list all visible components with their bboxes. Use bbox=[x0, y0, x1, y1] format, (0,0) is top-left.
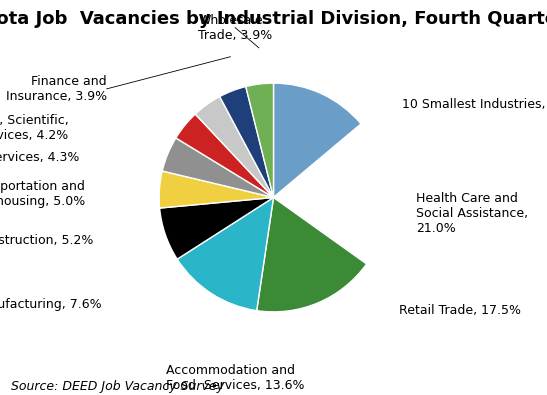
Wedge shape bbox=[159, 171, 274, 208]
Wedge shape bbox=[195, 96, 274, 198]
Text: Source: DEED Job Vacancy Survey: Source: DEED Job Vacancy Survey bbox=[11, 380, 224, 393]
Wedge shape bbox=[246, 83, 274, 198]
Text: Manufacturing, 7.6%: Manufacturing, 7.6% bbox=[0, 298, 101, 310]
Text: Accommodation and
Food  Services, 13.6%: Accommodation and Food Services, 13.6% bbox=[166, 365, 305, 392]
Wedge shape bbox=[257, 198, 366, 312]
Text: Retail Trade, 17.5%: Retail Trade, 17.5% bbox=[399, 304, 521, 316]
Text: Transportation and
Warehousing, 5.0%: Transportation and Warehousing, 5.0% bbox=[0, 180, 85, 207]
Wedge shape bbox=[220, 87, 274, 198]
Wedge shape bbox=[274, 83, 361, 198]
Text: Wholesale
Trade, 3.9%: Wholesale Trade, 3.9% bbox=[198, 14, 272, 41]
Wedge shape bbox=[274, 124, 388, 264]
Text: Construction, 5.2%: Construction, 5.2% bbox=[0, 235, 93, 247]
Wedge shape bbox=[176, 114, 274, 198]
Text: 10 Smallest Industries, 13.9%: 10 Smallest Industries, 13.9% bbox=[402, 98, 547, 111]
Text: Minnesota Job  Vacancies by Industrial Division, Fourth Quarter 2015: Minnesota Job Vacancies by Industrial Di… bbox=[0, 10, 547, 28]
Wedge shape bbox=[160, 198, 274, 259]
Wedge shape bbox=[162, 138, 274, 198]
Wedge shape bbox=[177, 198, 274, 310]
Text: Finance and
Insurance, 3.9%: Finance and Insurance, 3.9% bbox=[5, 75, 107, 103]
Text: Professional, Scientific,
and Technical Services, 4.2%: Professional, Scientific, and Technical … bbox=[0, 115, 68, 142]
Text: Educational Services, 4.3%: Educational Services, 4.3% bbox=[0, 152, 79, 164]
Text: Health Care and
Social Assistance,
21.0%: Health Care and Social Assistance, 21.0% bbox=[416, 192, 528, 235]
